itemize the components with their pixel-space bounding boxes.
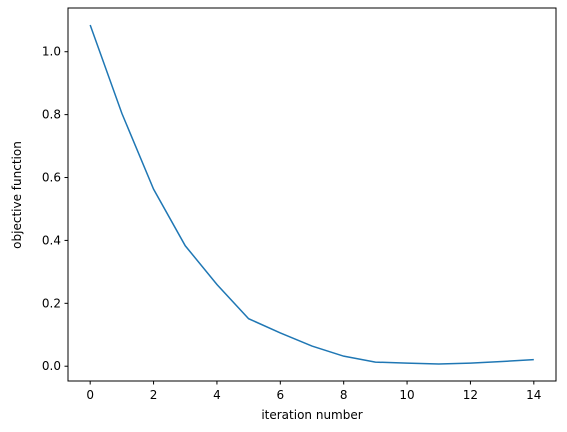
y-tick-label: 0.6 bbox=[42, 171, 61, 185]
x-tick-label: 14 bbox=[526, 388, 541, 402]
y-tick-label: 0.0 bbox=[42, 359, 61, 373]
y-axis-label: objective function bbox=[10, 141, 24, 249]
x-tick-label: 6 bbox=[276, 388, 284, 402]
axes-frame bbox=[67, 7, 557, 382]
x-tick-label: 2 bbox=[150, 388, 158, 402]
x-axis-label: iteration number bbox=[261, 408, 362, 422]
x-tick-label: 4 bbox=[213, 388, 221, 402]
y-tick-label: 0.4 bbox=[42, 233, 61, 247]
y-tick-label: 1.0 bbox=[42, 45, 61, 59]
x-tick-label: 12 bbox=[463, 388, 478, 402]
x-tick-label: 10 bbox=[399, 388, 414, 402]
x-tick-label: 8 bbox=[340, 388, 348, 402]
y-tick-label: 0.2 bbox=[42, 296, 61, 310]
x-tick-label: 0 bbox=[86, 388, 94, 402]
y-tick-label: 0.8 bbox=[42, 108, 61, 122]
data-line bbox=[89, 24, 534, 365]
